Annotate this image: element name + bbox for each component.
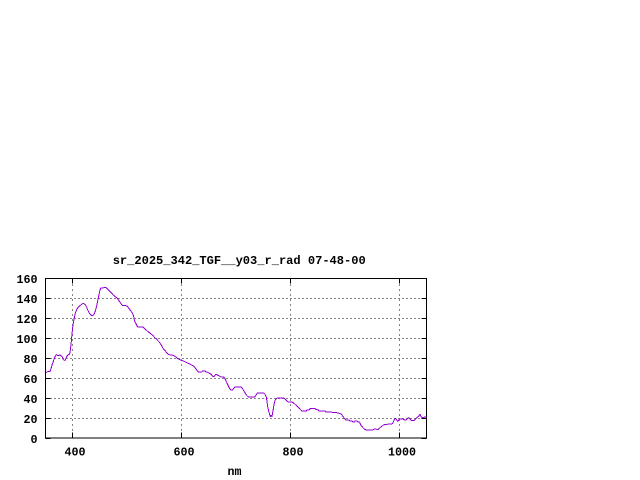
svg-text:160: 160 [17,273,38,287]
svg-text:20: 20 [24,413,38,427]
svg-text:40: 40 [24,393,38,407]
svg-text:sr_2025_342_TGF__y03_r_rad 07-: sr_2025_342_TGF__y03_r_rad 07-48-00 [113,254,366,268]
svg-text:60: 60 [24,373,38,387]
svg-text:400: 400 [65,446,86,460]
svg-text:140: 140 [17,293,38,307]
svg-text:800: 800 [283,446,304,460]
svg-text:1000: 1000 [388,446,416,460]
svg-text:0: 0 [31,433,38,447]
svg-text:80: 80 [24,353,38,367]
svg-text:600: 600 [174,446,195,460]
svg-text:nm: nm [228,465,242,479]
svg-text:120: 120 [17,313,38,327]
svg-text:100: 100 [17,333,38,347]
